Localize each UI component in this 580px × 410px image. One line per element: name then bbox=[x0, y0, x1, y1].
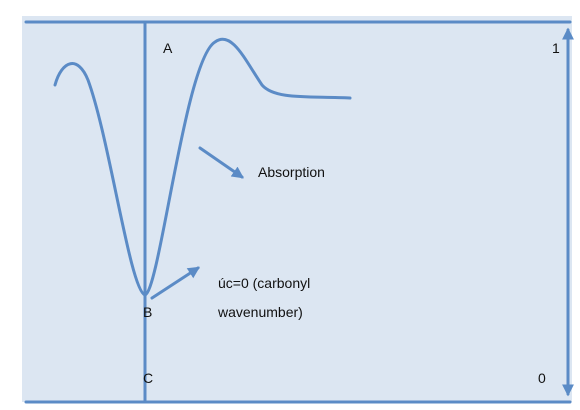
label-b: B bbox=[143, 304, 152, 320]
label-1: 1 bbox=[552, 40, 560, 56]
background bbox=[22, 16, 572, 402]
carbonyl-arrow bbox=[150, 266, 201, 300]
absorption-arrow bbox=[198, 146, 244, 179]
spectrum-curve bbox=[53, 37, 352, 297]
label-absorption: Absorption bbox=[258, 164, 325, 180]
label-c: C bbox=[143, 370, 153, 386]
label-0: 0 bbox=[538, 370, 546, 386]
label-a: A bbox=[163, 40, 173, 56]
label-carbonyl: úc=0 (carbonyl bbox=[218, 275, 310, 291]
label-wavenumber: wavenumber) bbox=[217, 304, 303, 320]
